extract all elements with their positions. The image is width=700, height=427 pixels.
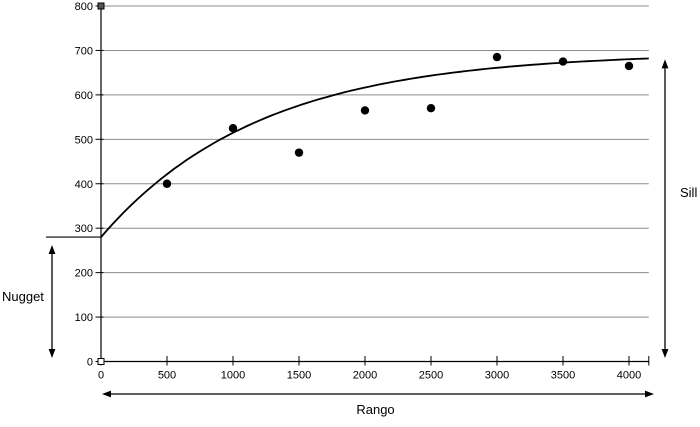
x-tick-label: 2000 <box>353 370 377 382</box>
y-tick-label: 500 <box>75 134 93 146</box>
data-point <box>162 179 172 188</box>
y-tick-label: 300 <box>75 223 93 235</box>
y-tick-label: 600 <box>75 90 93 102</box>
axis-origin-marker <box>97 358 105 365</box>
data-point <box>360 106 370 115</box>
x-tick-label: 0 <box>98 370 104 382</box>
x-tick-label: 2500 <box>419 370 443 382</box>
sill-arrow-head <box>661 59 669 69</box>
sill-label: Sill <box>680 185 698 200</box>
data-point <box>426 104 436 113</box>
data-point <box>294 148 304 157</box>
x-tick-label: 1500 <box>287 370 311 382</box>
x-tick-label: 1000 <box>221 370 245 382</box>
axis-top-marker <box>97 2 105 10</box>
y-tick-label: 0 <box>87 357 93 369</box>
data-point <box>624 61 634 71</box>
range-arrow-head <box>102 390 111 398</box>
range-arrow-head <box>645 390 654 398</box>
x-tick-label: 4000 <box>617 370 641 382</box>
data-point <box>228 124 238 133</box>
y-tick-label: 700 <box>75 45 93 57</box>
x-tick-label: 3000 <box>485 370 509 382</box>
y-tick-label: 400 <box>75 179 93 191</box>
y-tick-label: 800 <box>75 1 93 13</box>
y-tick-label: 200 <box>75 268 93 280</box>
data-point <box>558 57 568 66</box>
nugget-label: Nugget <box>2 289 44 304</box>
y-tick-label: 100 <box>75 312 93 324</box>
x-tick-label: 3500 <box>551 370 575 382</box>
range-label: Rango <box>356 402 395 417</box>
sill-arrow-head <box>661 349 669 358</box>
nugget-arrow-head <box>48 245 56 254</box>
data-point <box>492 52 502 62</box>
nugget-arrow-head <box>48 349 56 358</box>
x-tick-label: 500 <box>158 370 176 382</box>
model-curve <box>100 57 649 238</box>
